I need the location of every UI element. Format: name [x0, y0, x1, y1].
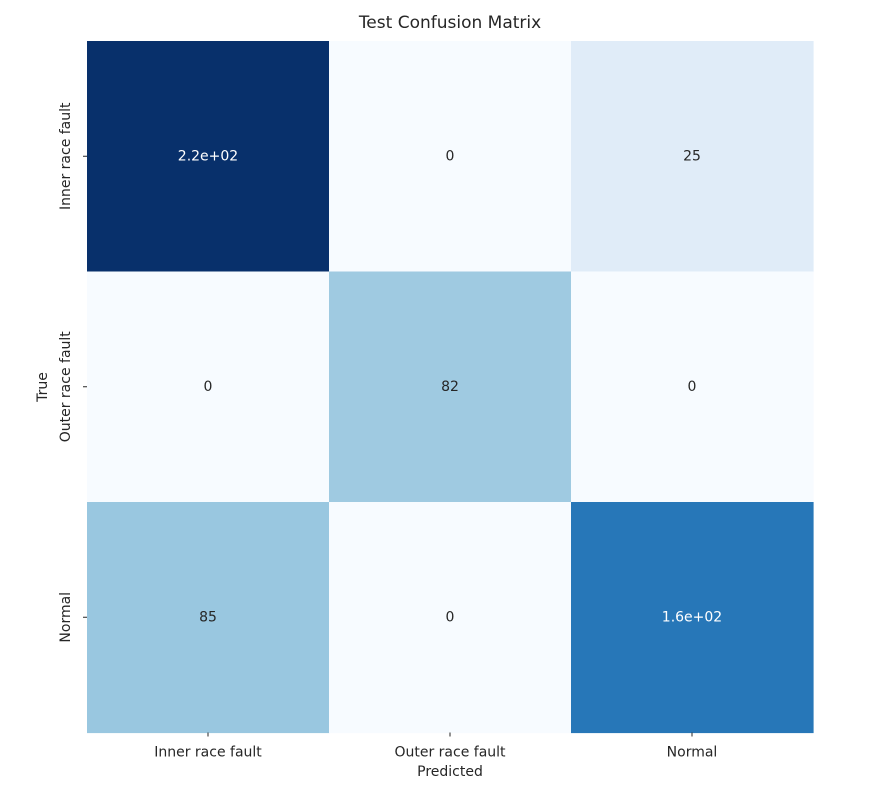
y-tick-label-normal: Normal	[58, 592, 74, 643]
heatmap-cell-r0-c1	[329, 41, 572, 273]
chart-title: Test Confusion Matrix	[358, 13, 542, 33]
cell-label-r1-c1: 82	[441, 379, 459, 395]
cell-label-r0-c1: 0	[446, 148, 455, 164]
cell-label-r0-c0: 2.2e+02	[178, 148, 238, 164]
heatmap-cell-r0-c0	[87, 41, 330, 273]
heatmap-cell-r1-c2	[571, 271, 814, 503]
heatmap-cell-r2-c1	[329, 502, 572, 734]
heatmap-cell-r1-c1	[329, 271, 572, 503]
y-tick-label-inner-race-fault: Inner race fault	[58, 102, 74, 210]
x-tick-label-outer-race-fault: Outer race fault	[394, 745, 506, 761]
heatmap-cell-r1-c0	[87, 271, 330, 503]
cell-label-r1-c2: 0	[688, 379, 697, 395]
cell-label-r0-c2: 25	[683, 148, 701, 164]
x-tick-label-inner-race-fault: Inner race fault	[154, 745, 262, 761]
cell-label-r1-c0: 0	[204, 379, 213, 395]
x-tick-label-normal: Normal	[667, 745, 718, 761]
cell-label-r2-c1: 0	[446, 609, 455, 625]
heatmap-cell-r2-c0	[87, 502, 330, 734]
heatmap-cell-r2-c2	[571, 502, 814, 734]
x-axis-label: Predicted	[417, 764, 483, 780]
y-tick-label-outer-race-fault: Outer race fault	[58, 331, 74, 443]
heatmap-cell-r0-c2	[571, 41, 814, 273]
cell-label-r2-c2: 1.6e+02	[662, 609, 722, 625]
cell-label-r2-c0: 85	[199, 609, 217, 625]
y-axis-label: True	[35, 372, 51, 402]
